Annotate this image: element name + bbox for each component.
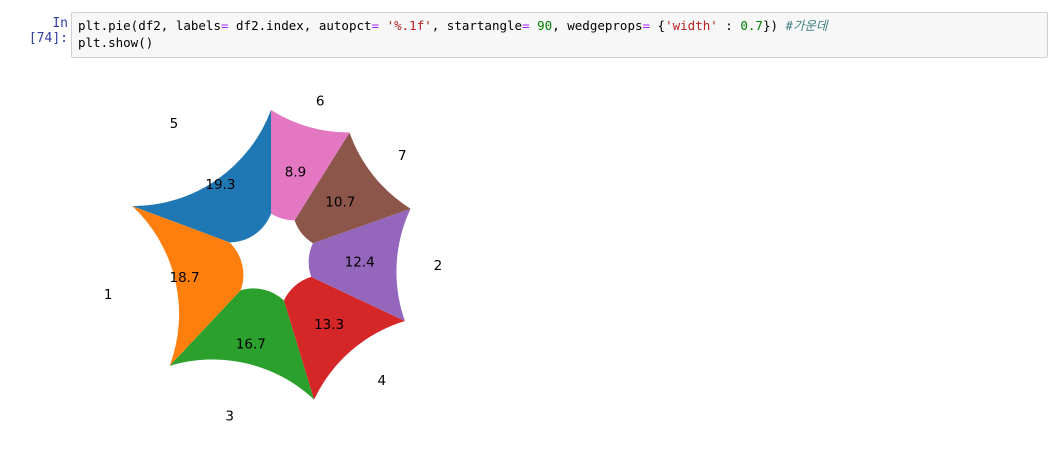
pie-wedge-4: [283, 276, 405, 400]
donut-chart: 19.3 5 18.7 1 16.7 3 13.3 4 12.4 2 10.7 7 8.9 6: [104, 94, 443, 425]
code-token: }): [762, 18, 786, 33]
pie-pct-label-6: 8.9: [285, 165, 306, 181]
code-token: [530, 18, 538, 33]
code-token: 'width': [665, 18, 718, 33]
pie-wedge-6: [271, 110, 350, 221]
code-token: =: [371, 18, 380, 33]
code-cell[interactable]: plt.pie(df2, labels= df2.index, autopct=…: [71, 12, 1048, 58]
pie-wedge-7: [294, 132, 411, 244]
code-token: :: [717, 18, 741, 33]
pie-category-label-1: 1: [104, 287, 113, 303]
code-token: '%.1f': [386, 18, 432, 33]
code-token: =: [642, 18, 651, 33]
pie-wedge-5: [132, 110, 271, 243]
cell-output: 19.3 5 18.7 1 16.7 3 13.3 4 12.4 2 10.7 7 8.9 6: [71, 64, 471, 444]
code-token: =: [522, 18, 530, 33]
code-token: =: [221, 18, 229, 33]
pie-pct-label-4: 13.3: [314, 317, 344, 333]
pie-wedge-2: [308, 208, 411, 322]
pie-pct-label-5: 19.3: [205, 177, 235, 193]
pie-wedge-1: [132, 206, 244, 366]
code-token: [379, 18, 387, 33]
code-token: {: [650, 18, 666, 33]
pie-category-label-7: 7: [398, 148, 407, 164]
pie-category-label-2: 2: [434, 258, 443, 274]
pie-pct-label-1: 18.7: [169, 270, 199, 286]
pie-wedge-3: [169, 288, 315, 400]
input-prompt: In [74]:: [28, 16, 68, 46]
code-token: 0.7: [740, 18, 763, 33]
pie-category-label-5: 5: [170, 116, 179, 132]
code-line-1: plt.pie(df2, labels= df2.index, autopct=…: [78, 17, 1041, 34]
code-token: 90: [537, 18, 553, 33]
pie-category-label-6: 6: [316, 94, 325, 110]
code-token: , wedgeprops: [552, 18, 643, 33]
code-token: plt.pie(df2, labels: [78, 18, 221, 33]
pie-category-label-3: 3: [225, 409, 234, 425]
code-token: #가운데: [785, 18, 828, 33]
code-line-2: plt.show(): [78, 35, 154, 50]
pie-category-label-4: 4: [378, 373, 387, 389]
code-token: df2.index, autopct: [228, 18, 372, 33]
code-token: , startangle: [431, 18, 523, 33]
pie-pct-label-2: 12.4: [345, 254, 375, 270]
pie-pct-label-7: 10.7: [325, 194, 355, 210]
pie-pct-label-3: 16.7: [236, 336, 266, 352]
